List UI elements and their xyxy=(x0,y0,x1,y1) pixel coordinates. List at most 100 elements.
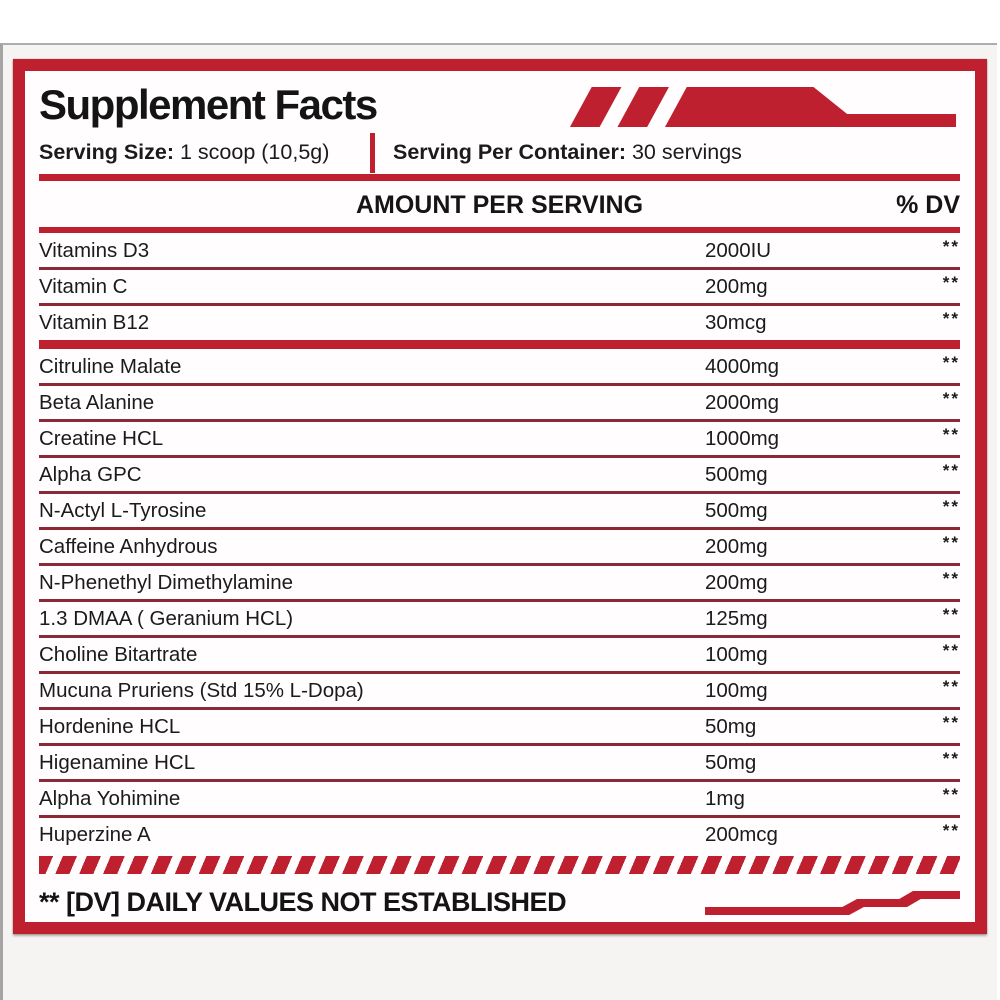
ingredient-dv-value: ** xyxy=(942,237,960,256)
row-separator xyxy=(39,383,960,386)
table-row: Vitamin B12 30mcg ** xyxy=(39,306,960,339)
ingredient-amount: 200mg xyxy=(705,274,768,298)
ingredient-dv-value: ** xyxy=(942,569,960,588)
amount-per-serving-header: AMOUNT PER SERVING xyxy=(355,191,644,219)
table-row: Higenamine HCL 50mg ** xyxy=(39,746,960,779)
ingredient-amount: 1000mg xyxy=(705,426,780,450)
ingredient-name: N-Phenethyl Dimethylamine xyxy=(39,570,294,594)
servings-per-container-label: Serving Per Container: xyxy=(393,140,626,164)
ingredient-dv-value: ** xyxy=(942,425,960,444)
column-header-row: AMOUNT PER SERVING % DV xyxy=(39,181,960,233)
footnote: ** [DV] DAILY VALUES NOT ESTABLISHED xyxy=(39,886,567,917)
table-row: Vitamins D3 2000IU ** xyxy=(39,234,960,267)
ingredient-amount: 200mcg xyxy=(705,822,778,846)
row-separator xyxy=(39,563,960,566)
table-row: Hordenine HCL 50mg ** xyxy=(39,710,960,743)
ingredient-name: Beta Alanine xyxy=(39,390,155,414)
serving-size: Serving Size: 1 scoop (10,5g) xyxy=(39,140,370,165)
ingredient-dv-value: ** xyxy=(942,713,960,732)
serving-info-row: Serving Size: 1 scoop (10,5g) Serving Pe… xyxy=(39,131,960,181)
ingredient-name: Hordenine HCL xyxy=(39,714,181,738)
table-row: Vitamin C 200mg ** xyxy=(39,270,960,303)
ingredient-dv-value: ** xyxy=(942,749,960,768)
ingredient-dv-value: ** xyxy=(942,389,960,408)
serving-size-value: 1 scoop (10,5g) xyxy=(180,140,330,164)
ingredient-name: Vitamin C xyxy=(39,274,128,298)
row-separator xyxy=(39,815,960,818)
ingredient-dv-value: ** xyxy=(942,461,960,480)
row-separator xyxy=(39,303,960,306)
ingredient-table: Vitamins D3 2000IU ** Vitamin C 200mg ** Vitam… xyxy=(39,234,960,851)
ingredient-name: Caffeine Anhydrous xyxy=(39,534,218,558)
row-separator xyxy=(39,707,960,710)
ingredient-dv-value: ** xyxy=(942,497,960,516)
table-row: Choline Bitartrate 100mg ** xyxy=(39,638,960,671)
ingredient-amount: 100mg xyxy=(705,642,768,666)
red-step-banner-icon xyxy=(705,891,960,915)
row-separator xyxy=(39,419,960,422)
ingredient-dv-value: ** xyxy=(942,605,960,624)
row-separator xyxy=(39,779,960,782)
red-diagonal-stripes-divider xyxy=(39,856,960,874)
ingredient-amount: 4000mg xyxy=(705,354,780,378)
ingredient-amount: 50mg xyxy=(705,750,757,774)
table-row: Huperzine A 200mcg ** xyxy=(39,818,960,851)
ingredient-name: Citruline Malate xyxy=(39,354,182,378)
percent-dv-header: % DV xyxy=(896,191,960,219)
table-row: 1.3 DMAA ( Geranium HCL) 125mg ** xyxy=(39,602,960,635)
table-row: Mucuna Pruriens (Std 15% L-Dopa) 100mg ** xyxy=(39,674,960,707)
table-row: Beta Alanine 2000mg ** xyxy=(39,386,960,419)
row-separator xyxy=(39,455,960,458)
ingredient-amount: 50mg xyxy=(705,714,757,738)
ingredient-name: Alpha Yohimine xyxy=(39,786,181,810)
servings-per-container-value: 30 servings xyxy=(631,140,742,164)
ingredient-amount: 1mg xyxy=(705,786,745,810)
label-photo-background: Supplement Facts Serving Size: 1 scoop (… xyxy=(0,43,997,1000)
ingredient-name: Mucuna Pruriens (Std 15% L-Dopa) xyxy=(39,678,364,702)
serving-vertical-divider xyxy=(370,132,375,173)
ingredient-name: Vitamin B12 xyxy=(39,310,150,334)
panel-content: Supplement Facts Serving Size: 1 scoop (… xyxy=(25,71,975,922)
ingredient-dv-value: ** xyxy=(942,353,960,372)
ingredient-name: 1.3 DMAA ( Geranium HCL) xyxy=(39,606,294,630)
ingredient-dv-value: ** xyxy=(942,677,960,696)
servings-per-container: Serving Per Container: 30 servings xyxy=(375,140,742,165)
table-row: N-Phenethyl Dimethylamine 200mg ** xyxy=(39,566,960,599)
ingredient-dv-value: ** xyxy=(942,641,960,660)
section-divider xyxy=(39,340,960,349)
ingredient-amount: 500mg xyxy=(705,498,768,522)
ingredient-name: Huperzine A xyxy=(39,822,151,846)
ingredient-amount: 500mg xyxy=(705,462,768,486)
page-top-margin xyxy=(0,0,1000,43)
ingredient-amount: 100mg xyxy=(705,678,768,702)
ingredient-name: Vitamins D3 xyxy=(39,238,150,262)
ingredient-amount: 2000mg xyxy=(705,390,780,414)
row-separator xyxy=(39,599,960,602)
table-row: N-Actyl L-Tyrosine 500mg ** xyxy=(39,494,960,527)
ingredient-dv-value: ** xyxy=(942,273,960,292)
title-row: Supplement Facts xyxy=(39,81,960,131)
table-row: Citruline Malate 4000mg ** xyxy=(39,350,960,383)
table-row: Caffeine Anhydrous 200mg ** xyxy=(39,530,960,563)
row-separator xyxy=(39,635,960,638)
ingredient-dv-value: ** xyxy=(942,785,960,804)
row-separator xyxy=(39,743,960,746)
ingredient-dv-value: ** xyxy=(942,533,960,552)
ingredient-name: N-Actyl L-Tyrosine xyxy=(39,498,207,522)
row-separator xyxy=(39,527,960,530)
ingredient-amount: 125mg xyxy=(705,606,768,630)
ingredient-dv-value: ** xyxy=(942,821,960,840)
table-row: Creatine HCL 1000mg ** xyxy=(39,422,960,455)
table-row: Alpha Yohimine 1mg ** xyxy=(39,782,960,815)
ingredient-name: Higenamine HCL xyxy=(39,750,196,774)
ingredient-amount: 200mg xyxy=(705,534,768,558)
ingredient-name: Choline Bitartrate xyxy=(39,642,198,666)
panel-title: Supplement Facts xyxy=(39,81,378,128)
table-row: Alpha GPC 500mg ** xyxy=(39,458,960,491)
ingredient-dv-value: ** xyxy=(942,309,960,328)
row-separator xyxy=(39,671,960,674)
ingredient-amount: 200mg xyxy=(705,570,768,594)
red-slash-banner-icon xyxy=(569,87,957,127)
ingredient-name: Alpha GPC xyxy=(39,462,142,486)
row-separator xyxy=(39,491,960,494)
